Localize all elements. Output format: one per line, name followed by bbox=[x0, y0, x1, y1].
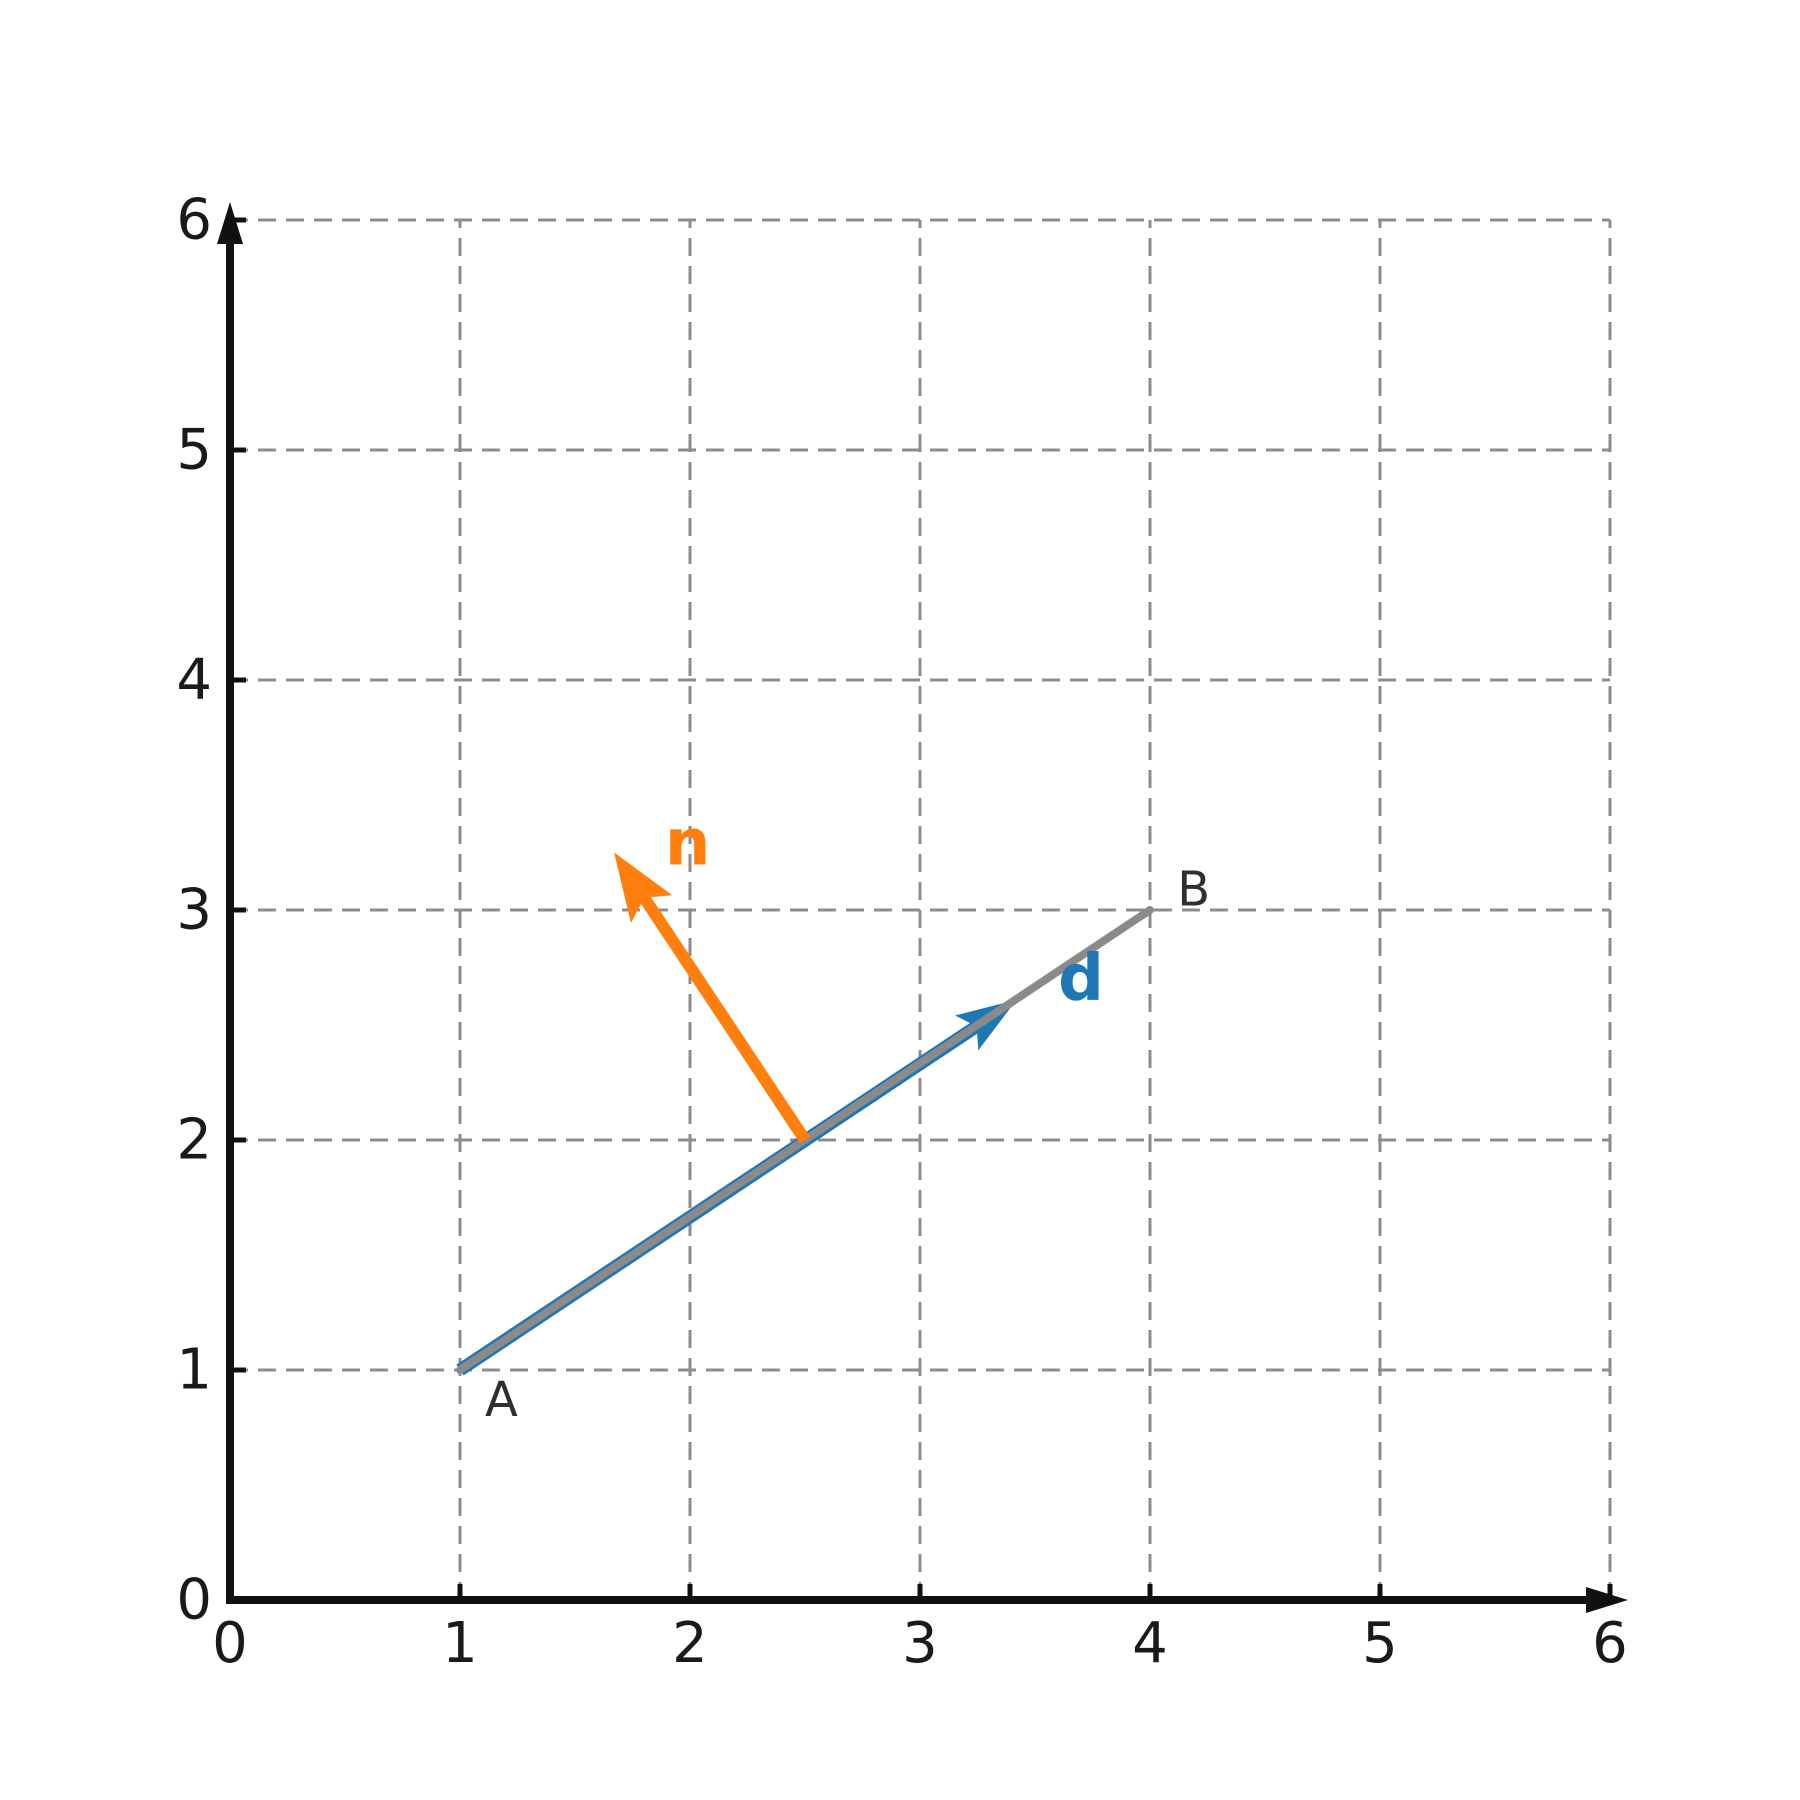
y-tick-label-1: 1 bbox=[176, 1338, 212, 1403]
y-tick-label-4: 4 bbox=[176, 648, 212, 713]
y-tick-label-5: 5 bbox=[176, 418, 212, 483]
x-tick-label-1: 1 bbox=[442, 1611, 478, 1676]
vector-label-n: n bbox=[665, 806, 711, 880]
x-tick-label-4: 4 bbox=[1132, 1611, 1168, 1676]
point-label-B: B bbox=[1177, 861, 1210, 917]
y-axis-arrowhead bbox=[217, 202, 243, 244]
y-tick-label-6: 6 bbox=[176, 188, 212, 253]
y-tick-label-0: 0 bbox=[176, 1568, 212, 1633]
x-tick-label-5: 5 bbox=[1362, 1611, 1398, 1676]
vector-label-d: d bbox=[1058, 942, 1104, 1016]
y-tick-label-3: 3 bbox=[176, 878, 212, 943]
point-label-A: A bbox=[485, 1372, 518, 1428]
x-tick-label-3: 3 bbox=[902, 1611, 938, 1676]
x-tick-label-0: 0 bbox=[212, 1611, 248, 1676]
x-axis-arrowhead bbox=[1586, 1587, 1628, 1613]
vector-n-arrowhead bbox=[614, 852, 673, 923]
vector-n-shaft bbox=[639, 894, 810, 1144]
x-tick-label-6: 6 bbox=[1592, 1611, 1628, 1676]
y-tick-label-2: 2 bbox=[176, 1108, 212, 1173]
x-tick-label-2: 2 bbox=[672, 1611, 708, 1676]
